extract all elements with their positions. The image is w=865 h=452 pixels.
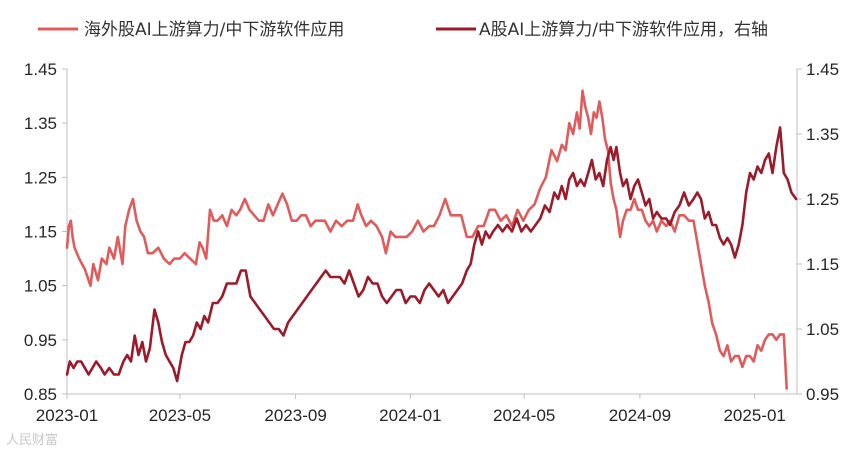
x-tick-label: 2024-09 <box>609 406 671 425</box>
axes: 0.85 0.95 1.05 1.15 1.25 1.35 1.45 0.95 1.05 1.15… <box>24 60 839 425</box>
watermark: 人民财富 <box>6 432 58 448</box>
x-tick-label: 2024-05 <box>493 406 555 425</box>
right-tick-label: 1.15 <box>806 255 839 274</box>
left-tick-label: 0.85 <box>24 385 57 404</box>
legend: 海外股AI上游算力/中下游软件应用 A股AI上游算力/中下游软件应用，右轴 <box>38 20 768 40</box>
right-tick-label: 1.45 <box>806 60 839 79</box>
left-tick-label: 1.45 <box>24 60 57 79</box>
series-line-overseas <box>65 89 788 390</box>
x-tick-label: 2023-05 <box>149 406 211 425</box>
x-tick-label: 2024-01 <box>379 406 441 425</box>
right-tick-label: 1.25 <box>806 190 839 209</box>
left-tick-label: 1.35 <box>24 114 57 133</box>
legend-label-a-share: A股AI上游算力/中下游软件应用，右轴 <box>479 20 768 40</box>
x-tick-label: 2025-01 <box>723 406 785 425</box>
series-line-a-share <box>65 126 798 383</box>
x-tick-label: 2023-09 <box>264 406 326 425</box>
left-tick-label: 0.95 <box>24 331 57 350</box>
left-tick-label: 1.25 <box>24 168 57 187</box>
right-tick-label: 1.35 <box>806 125 839 144</box>
x-tick-label: 2023-01 <box>36 406 98 425</box>
left-tick-label: 1.05 <box>24 277 57 296</box>
left-tick-label: 1.15 <box>24 223 57 242</box>
right-tick-label: 0.95 <box>806 385 839 404</box>
legend-label-overseas: 海外股AI上游算力/中下游软件应用 <box>84 20 344 40</box>
series-lines <box>65 89 798 390</box>
right-tick-label: 1.05 <box>806 320 839 339</box>
